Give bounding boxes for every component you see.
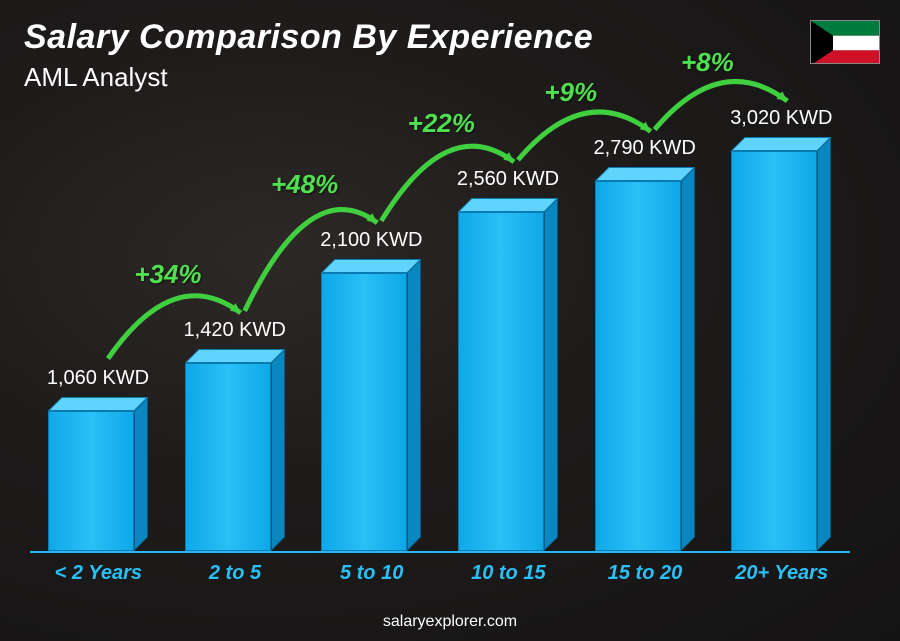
chart-stage: Salary Comparison By Experience AML Anal… xyxy=(0,0,900,641)
percent-increase-label: +8% xyxy=(681,47,734,78)
increase-arrow-icon xyxy=(30,101,850,591)
chart-subtitle: AML Analyst xyxy=(24,62,168,93)
chart-title: Salary Comparison By Experience xyxy=(24,18,593,57)
flag-icon xyxy=(810,20,880,64)
bar-chart: < 2 Years1,060 KWD2 to 51,420 KWD+34%5 t… xyxy=(30,101,850,591)
footer-credit: salaryexplorer.com xyxy=(0,613,900,631)
